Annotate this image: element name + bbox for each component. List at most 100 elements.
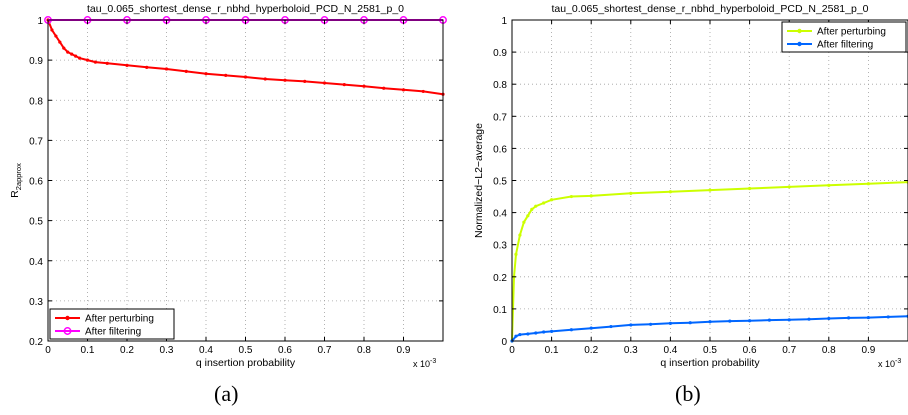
data-point	[526, 332, 530, 336]
data-point	[164, 67, 169, 71]
y-tick-label: 0.9	[493, 48, 507, 59]
y-tick-label: 0.2	[29, 337, 43, 348]
y-tick-label: 0.9	[29, 56, 43, 67]
data-point	[401, 88, 406, 92]
legend-label: After filtering	[817, 40, 873, 51]
data-point	[550, 329, 554, 333]
legend-box	[781, 21, 907, 53]
x-tick-label: 0.3	[160, 345, 174, 356]
y-tick-label: 0.8	[29, 96, 43, 107]
data-point	[66, 50, 70, 54]
data-point	[514, 252, 518, 256]
data-point	[767, 318, 772, 322]
x-tick-label: 0.1	[545, 345, 559, 356]
x-tick-label: 0	[45, 345, 51, 356]
y-tick-label: 0.2	[493, 273, 507, 284]
data-point	[668, 321, 673, 325]
y-tick-label: 0.8	[493, 80, 507, 91]
x-tick-label: 0.4	[199, 345, 213, 356]
data-point	[530, 207, 534, 211]
y-tick-label: 0.3	[29, 297, 43, 308]
x-tick-label: 0.2	[120, 345, 134, 356]
legend-label: After filtering	[85, 327, 141, 338]
x-tick-label: 0.3	[624, 345, 638, 356]
data-point	[807, 317, 811, 321]
data-point	[569, 194, 574, 199]
data-point	[748, 319, 752, 323]
data-point	[534, 204, 538, 208]
legend: After perturbing After filtering	[49, 308, 175, 340]
x-tick-label: 0.7	[782, 345, 796, 356]
data-point	[421, 89, 425, 94]
legend-marker	[65, 315, 70, 321]
panel-caption-a: (a)	[214, 381, 239, 406]
x-axis-label: q insertion probability	[660, 357, 760, 369]
x-tick-label: 0.7	[318, 345, 332, 356]
data-point	[362, 84, 366, 88]
y-tick-label: 0.1	[493, 305, 507, 316]
x-tick-label: 0.4	[663, 345, 677, 356]
legend-box	[49, 308, 175, 340]
y-tick-label: 0	[501, 337, 507, 348]
data-point	[145, 65, 149, 69]
data-point	[74, 54, 78, 58]
data-point	[184, 69, 188, 73]
x-tick-label: 0.6	[278, 345, 292, 356]
data-point	[827, 316, 831, 321]
data-point	[514, 334, 518, 338]
data-point	[85, 58, 90, 62]
data-point	[609, 324, 613, 329]
data-point	[224, 73, 228, 77]
x-tick-label: 0.1	[81, 345, 95, 356]
data-point	[78, 56, 82, 60]
data-point	[629, 323, 633, 327]
data-point	[518, 332, 522, 337]
x-tick-label: 0.8	[357, 345, 371, 356]
panel-a-chart: 0 0.1 0.2 0.3 0.4 0.5 0.6 0.7 0.8 0.9 0.2 0.3 0.4 0.5…	[9, 3, 447, 369]
series-line-1	[511, 181, 908, 342]
data-point	[649, 322, 653, 326]
data-point	[550, 198, 554, 202]
panel-caption-b: (b)	[675, 381, 701, 406]
data-point	[708, 188, 712, 192]
data-point	[526, 214, 530, 218]
y-axis-label: R2approx	[9, 163, 23, 198]
x-axis-multiplier: x 10-3	[413, 358, 436, 369]
data-point	[534, 331, 538, 335]
y-tick-label: 0.5	[493, 177, 507, 188]
data-point	[125, 63, 129, 67]
data-point	[827, 183, 831, 187]
legend-label: After perturbing	[85, 314, 154, 325]
data-point	[589, 326, 593, 330]
data-point	[728, 319, 732, 323]
data-point	[105, 61, 109, 65]
y-tick-label: 1	[501, 16, 507, 27]
y-tick-label: 0.4	[493, 209, 507, 220]
data-point	[93, 60, 97, 64]
data-point	[70, 52, 74, 56]
data-point	[54, 34, 58, 38]
x-axis-label: q insertion probability	[196, 357, 296, 369]
chart-title: tau_0.065_shortest_dense_r_nbhd_hyperbol…	[87, 3, 404, 15]
y-tick-label: 0.3	[493, 241, 507, 252]
x-tick-label: 0.9	[397, 345, 411, 356]
data-point	[886, 315, 890, 319]
data-point	[322, 81, 327, 85]
x-tick-label: 0.9	[861, 345, 875, 356]
data-point	[787, 185, 791, 189]
x-tick-label: 0.5	[703, 345, 717, 356]
x-tick-label: 0.2	[584, 345, 598, 356]
chart-title: tau_0.065_shortest_dense_r_nbhd_hyperbol…	[552, 3, 869, 15]
x-tick-label: 0.8	[822, 345, 836, 356]
legend-marker	[63, 327, 72, 335]
data-point	[542, 201, 546, 205]
data-point	[518, 233, 522, 237]
data-point	[58, 40, 62, 44]
data-point	[748, 186, 752, 191]
data-point	[688, 321, 692, 325]
data-point	[522, 220, 526, 224]
x-tick-label: 0.6	[743, 345, 757, 356]
legend: After perturbing After filtering	[781, 21, 907, 53]
data-point	[866, 315, 871, 320]
